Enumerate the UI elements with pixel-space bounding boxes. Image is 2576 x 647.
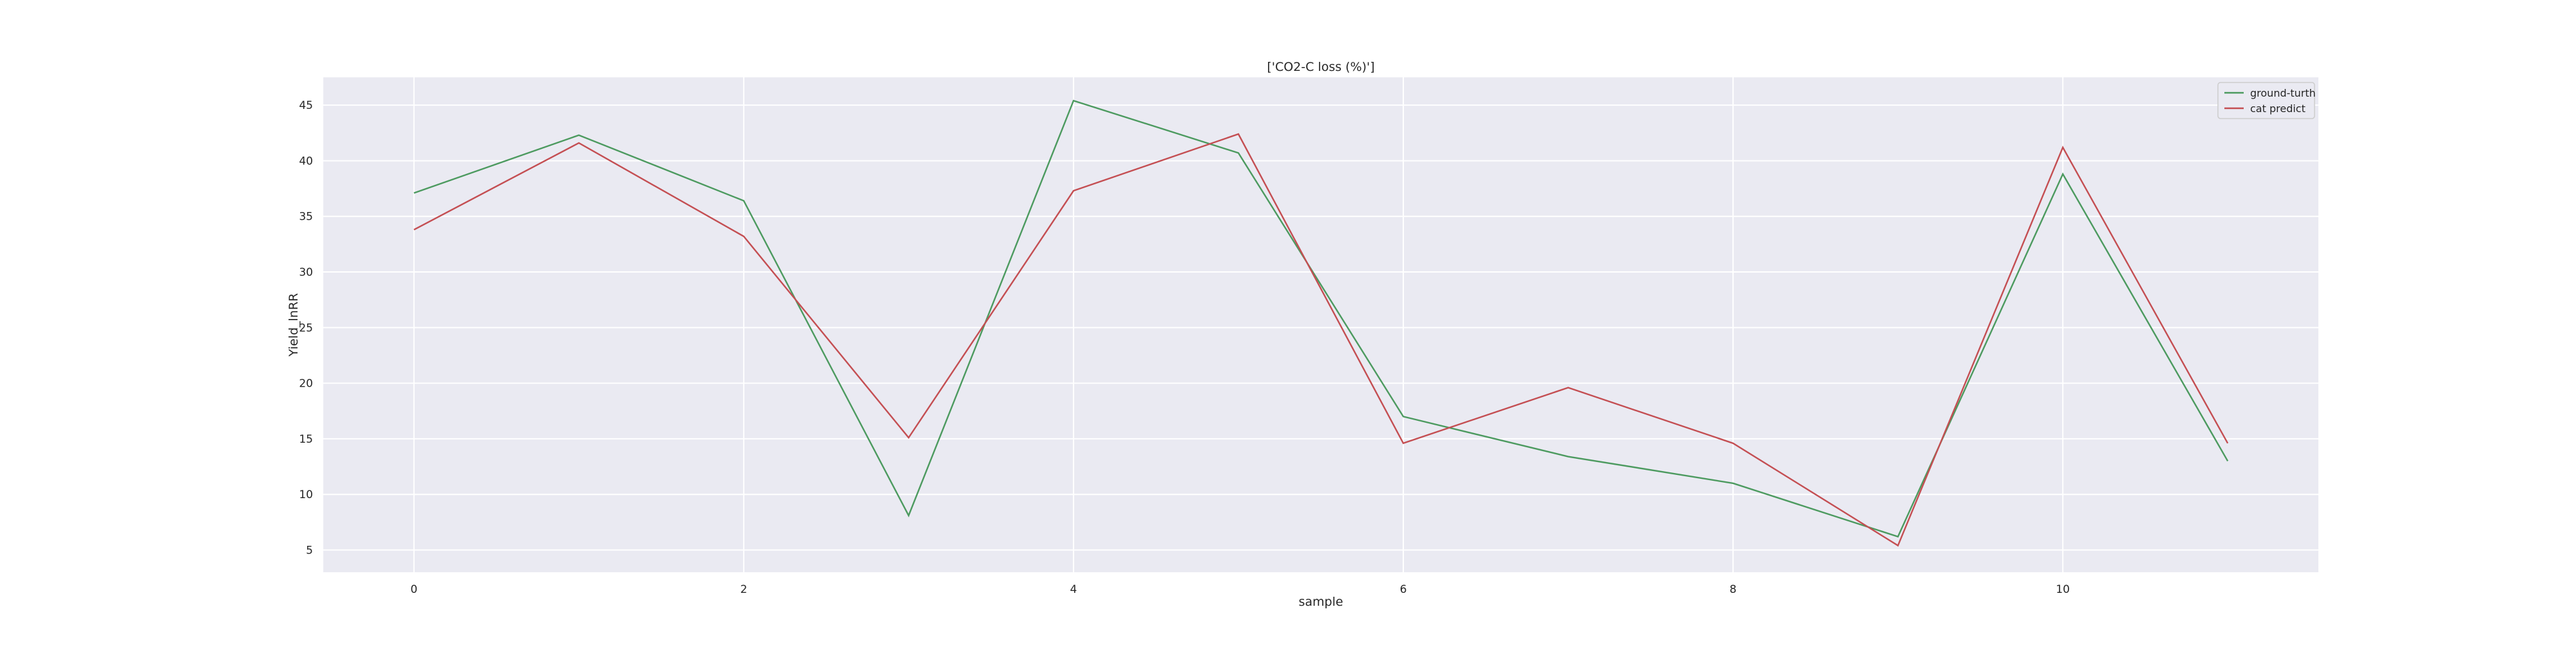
y-tick-label: 40 [299,155,313,168]
axis-ticks: 0 2 4 6 8 10 5 10 15 20 25 30 35 40 45 [299,99,2070,596]
y-tick-label: 25 [299,322,313,334]
legend-box [2217,82,2315,119]
y-tick-label: 10 [299,488,313,501]
y-tick-label: 45 [299,99,313,112]
legend-label-cat-predict: cat predict [2250,102,2306,115]
y-axis-label: Yield_lnRR [287,293,301,357]
grid-lines [323,77,2318,572]
y-tick-label: 35 [299,211,313,224]
x-tick-label: 4 [1070,583,1077,596]
x-axis-label: sample [1298,595,1343,609]
y-tick-label: 20 [299,378,313,391]
x-tick-label: 10 [2056,583,2070,596]
y-tick-label: 15 [299,433,313,446]
y-tick-label: 5 [306,544,313,557]
y-tick-label: 30 [299,266,313,279]
legend: ground-turth cat predict [2217,82,2316,119]
x-tick-label: 8 [1730,583,1737,596]
x-tick-label: 0 [410,583,417,596]
x-tick-label: 2 [740,583,747,596]
chart-title: ['CO2-C loss (%)'] [1267,60,1374,74]
series-lines [413,99,2229,547]
plot-area [323,77,2318,572]
series-line-1 [413,133,2229,547]
x-tick-label: 6 [1400,583,1407,596]
legend-label-ground-turth: ground-turth [2250,87,2316,99]
series-line-0 [413,99,2229,538]
